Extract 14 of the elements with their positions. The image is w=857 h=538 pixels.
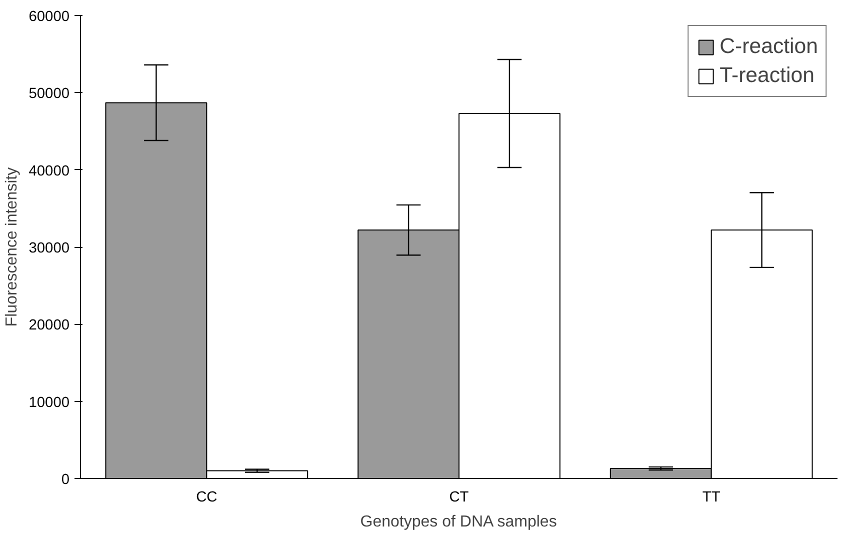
y-axis-title: Fluorescence intensity xyxy=(4,167,21,327)
legend-label: C-reaction xyxy=(720,34,818,59)
y-tick-label: 60000 xyxy=(28,9,70,25)
x-axis-title: Genotypes of DNA samples xyxy=(360,514,557,530)
y-tick-label: 20000 xyxy=(28,318,70,334)
x-tick-label: CT xyxy=(449,490,469,506)
x-tick-label: TT xyxy=(702,490,720,506)
y-tick-label: 30000 xyxy=(28,240,70,256)
y-tick-label: 0 xyxy=(61,472,70,488)
x-tick-label: CC xyxy=(196,490,218,506)
y-tick-label: 50000 xyxy=(28,86,70,102)
y-tick-label: 10000 xyxy=(28,394,70,411)
legend-label: T-reaction xyxy=(720,63,814,88)
y-tick-label: 40000 xyxy=(28,163,70,180)
